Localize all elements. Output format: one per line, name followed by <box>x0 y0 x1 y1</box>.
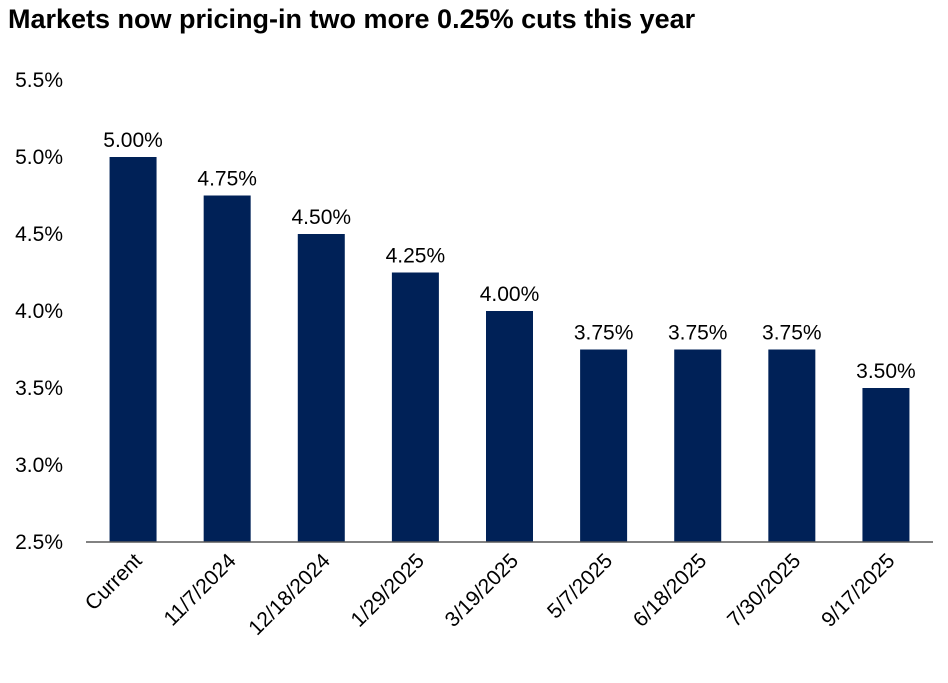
data-label: 3.50% <box>856 360 916 383</box>
x-tick-label: 5/7/2025 <box>543 549 617 623</box>
data-label: 3.75% <box>574 322 634 345</box>
bar <box>109 157 157 542</box>
data-labels: 5.00% 4.75% 4.50% 4.25% 4.00% 3.75% 3.75% 3.75%… <box>103 129 915 383</box>
bar <box>862 388 910 542</box>
x-tick-label: 11/7/2024 <box>159 549 240 630</box>
x-tick-label: Current <box>81 549 147 615</box>
bar <box>486 311 533 542</box>
bar <box>580 349 628 542</box>
y-axis-labels: 2.5% 3.0% 3.5% 4.0% 4.5% 5.0% 5.5% <box>15 69 63 554</box>
x-tick-label: 1/29/2025 <box>347 549 429 631</box>
data-label: 4.50% <box>292 206 352 229</box>
data-label: 4.25% <box>386 245 446 268</box>
x-tick-label: 3/19/2025 <box>441 549 523 631</box>
bar <box>674 349 722 542</box>
y-tick-label: 3.0% <box>15 454 63 477</box>
data-label: 3.75% <box>762 322 822 345</box>
bar <box>391 272 439 542</box>
y-tick-label: 4.0% <box>15 300 63 323</box>
bars <box>109 157 910 542</box>
x-tick-label: 9/17/2025 <box>817 549 899 631</box>
data-label: 3.75% <box>668 322 728 345</box>
x-tick-label: 12/18/2024 <box>244 549 335 640</box>
x-axis-labels: Current 11/7/2024 12/18/2024 1/29/2025 3/19/… <box>81 549 900 640</box>
y-tick-label: 2.5% <box>15 531 63 554</box>
y-tick-label: 5.5% <box>15 69 63 92</box>
data-label: 4.75% <box>197 168 257 191</box>
y-tick-label: 3.5% <box>15 377 63 400</box>
bar <box>297 234 345 542</box>
bar <box>203 195 251 542</box>
bar <box>768 349 816 542</box>
chart-title: Markets now pricing-in two more 0.25% cu… <box>8 4 696 34</box>
x-tick-label: 6/18/2025 <box>629 549 711 631</box>
y-tick-label: 4.5% <box>15 223 63 246</box>
y-tick-label: 5.0% <box>15 146 63 169</box>
x-tick-label: 7/30/2025 <box>723 549 805 631</box>
data-label: 5.00% <box>103 129 163 152</box>
data-label: 4.00% <box>480 283 540 306</box>
